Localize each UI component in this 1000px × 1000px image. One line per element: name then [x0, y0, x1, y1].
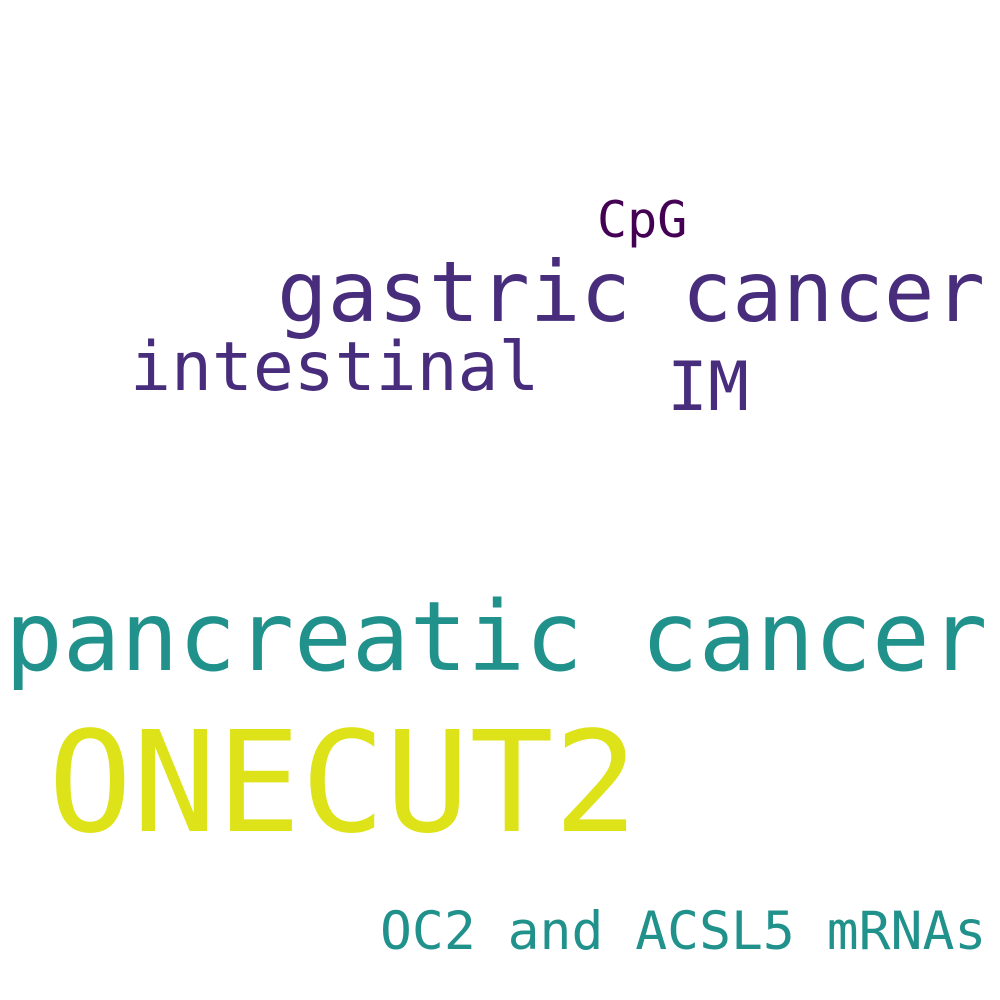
- word-gastric-cancer: gastric cancer: [277, 243, 986, 341]
- word-im: IM: [667, 348, 749, 427]
- word-onecut2: ONECUT2: [48, 702, 639, 865]
- word-oc2-acsl5-mrnas: OC2 and ACSL5 mRNAs: [380, 901, 987, 962]
- word-cpg: CpG: [597, 191, 688, 249]
- word-pancreatic-cancer: pancreatic cancer: [5, 581, 988, 693]
- word-intestinal: intestinal: [130, 328, 540, 407]
